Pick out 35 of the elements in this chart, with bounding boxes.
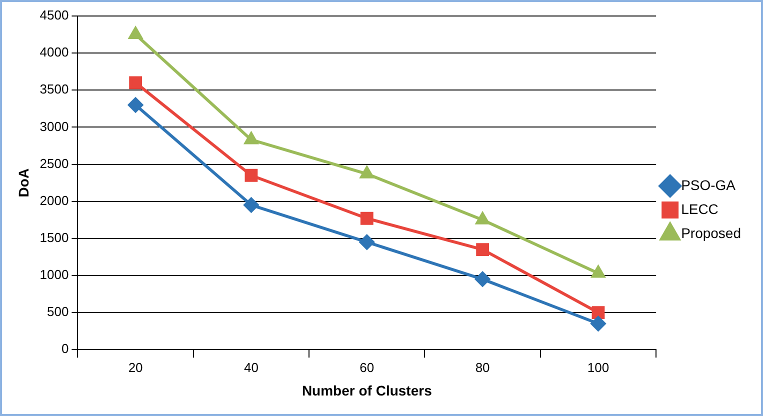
x-axis-title: Number of Clusters <box>302 382 432 398</box>
point <box>360 212 374 225</box>
point <box>590 316 606 332</box>
y-tick-label: 4500 <box>40 8 69 23</box>
point <box>476 212 490 224</box>
point <box>360 166 374 178</box>
point <box>129 76 142 90</box>
point <box>476 243 490 256</box>
legend-label: LECC <box>681 200 718 217</box>
y-tick-label: 500 <box>47 304 69 320</box>
y-axis-title: DoA <box>15 168 32 198</box>
y-tick-label: 2500 <box>40 156 69 171</box>
point <box>128 27 142 40</box>
point <box>244 168 258 182</box>
point <box>244 198 259 213</box>
x-tick-label: 80 <box>475 360 490 375</box>
legend-label: PSO-GA <box>681 176 736 193</box>
y-tick-label: 0 <box>61 341 69 356</box>
point <box>128 97 144 112</box>
y-tick-label: 1500 <box>40 230 69 245</box>
x-tick-label: 100 <box>587 360 610 375</box>
point <box>592 266 605 278</box>
y-tick-label: 3000 <box>40 118 69 134</box>
y-tick-label: 2000 <box>40 192 69 208</box>
x-tick-label: 40 <box>244 360 258 375</box>
point <box>244 132 258 144</box>
y-tick-label: 1000 <box>40 267 69 282</box>
point <box>359 234 374 250</box>
y-tick-label: 4000 <box>40 44 69 60</box>
point <box>592 306 605 319</box>
y-tick-label: 3500 <box>40 82 69 97</box>
legend-label: Proposed <box>681 224 742 241</box>
x-tick-label: 60 <box>360 360 374 375</box>
x-tick-label: 20 <box>128 360 143 375</box>
point <box>475 272 490 287</box>
